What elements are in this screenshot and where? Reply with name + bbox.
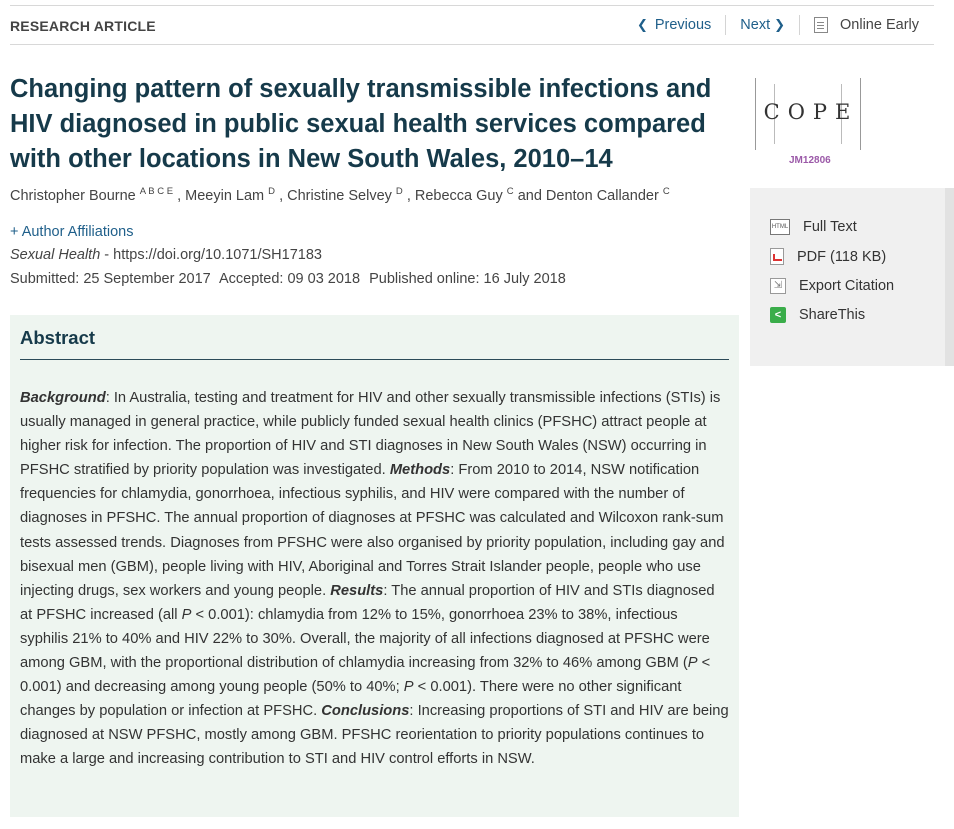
article-title: Changing pattern of sexually transmissib… [10,75,712,173]
share-icon: < [770,307,786,323]
next-label: Next [740,17,771,33]
results-label: Results [330,582,384,599]
background-text: : In Australia, testing and treatment fo… [20,390,721,479]
nav-divider [799,15,801,35]
p-value-symbol: P [687,655,698,672]
author-name[interactable]: Denton Callander [545,188,659,204]
author-affiliation-marks[interactable]: C [506,186,514,197]
document-icon [814,17,829,33]
sharethis-label: ShareThis [799,307,866,323]
p-value-symbol: P [181,606,192,623]
author-name[interactable]: Christopher Bourne [10,188,136,204]
author-affiliation-marks[interactable]: C [662,186,670,197]
abstract-heading: Abstract [20,327,96,348]
previous-link[interactable]: ❮ Previous [623,17,725,33]
nav-divider [725,15,727,35]
results-text: < 0.001): chlamydia from 12% to 15%, gon… [20,606,710,672]
article-dates: Submitted: 25 September 2017 Accepted: 0… [10,271,571,287]
online-early-link[interactable]: Online Early [800,17,919,33]
background-label: Background [20,390,106,406]
author-name[interactable]: Christine Selvey [287,188,392,204]
results-text: < 0.001). There were no other significan… [20,679,682,720]
cope-member-id: JM12806 [789,155,831,166]
abstract-section: Abstract Background: In Australia, testi… [10,315,739,817]
sharethis-link[interactable]: < ShareThis [770,307,865,323]
author-affiliation-marks[interactable]: D [268,186,276,197]
full-text-label: Full Text [803,219,857,235]
previous-label: Previous [654,17,712,33]
cope-logo-letters: COPE [763,100,859,124]
article-tools-sidebar: HTML Full Text PDF (118 KB) ⇲ Export Cit… [750,188,954,366]
results-text: < 0.001) and decreasing among young peop… [20,655,711,696]
conclusions-label: Conclusions [321,703,410,720]
chevron-right-icon: ❯ [774,17,786,32]
online-early-label: Online Early [840,17,919,33]
methods-text: : From 2010 to 2014, NSW notification fr… [20,462,725,599]
published-date: Published online: 16 July 2018 [369,271,566,287]
article-type-label: RESEARCH ARTICLE [10,18,156,34]
author-name[interactable]: Meeyin Lam [185,188,265,204]
conclusions-text: : Increasing proportions of STI and HIV … [20,703,729,768]
author-separator: , [177,188,182,204]
article-header-bar: RESEARCH ARTICLE ❮ Previous Next ❯ Onlin… [10,5,934,45]
next-link[interactable]: Next ❯ [726,17,799,33]
abstract-body: Background: In Australia, testing and tr… [20,386,729,772]
author-list: Christopher Bourne A B C E , Meeyin Lam … [10,186,670,204]
chevron-left-icon: ❮ [636,17,648,32]
p-value-symbol: P [403,679,414,696]
methods-label: Methods [389,462,451,479]
full-text-link[interactable]: HTML Full Text [770,219,857,235]
submitted-date: Submitted: 25 September 2017 [10,271,211,287]
sidebar-scrollbar[interactable] [945,188,954,366]
author-separator: , [406,188,411,204]
doi-text: - https://doi.org/10.1071/SH17183 [100,247,322,263]
cope-logo[interactable]: COPE [755,78,861,150]
pdf-link[interactable]: PDF (118 KB) [770,248,886,265]
abstract-divider [20,359,729,360]
pdf-icon [770,248,784,265]
cope-logo-frame [774,84,842,144]
author-separator: , [279,188,284,204]
results-text: : The annual proportion of HIV and STIs … [20,582,715,623]
author-affiliation-marks[interactable]: A B C E [139,186,174,197]
html-icon: HTML [770,219,790,235]
export-citation-label: Export Citation [799,278,895,294]
author-separator: and [517,188,542,204]
author-name[interactable]: Rebecca Guy [414,188,503,204]
journal-name: Sexual Health [10,247,101,263]
export-icon: ⇲ [770,278,786,294]
export-citation-link[interactable]: ⇲ Export Citation [770,278,894,294]
accepted-date: Accepted: 09 03 2018 [218,271,361,287]
article-navigation: ❮ Previous Next ❯ Online Early [623,6,919,44]
author-affiliations-toggle[interactable]: + Author Affiliations [10,224,134,240]
journal-citation: Sexual Health - https://doi.org/10.1071/… [10,247,322,263]
author-affiliation-marks[interactable]: D [395,186,403,197]
pdf-label: PDF (118 KB) [797,248,887,265]
